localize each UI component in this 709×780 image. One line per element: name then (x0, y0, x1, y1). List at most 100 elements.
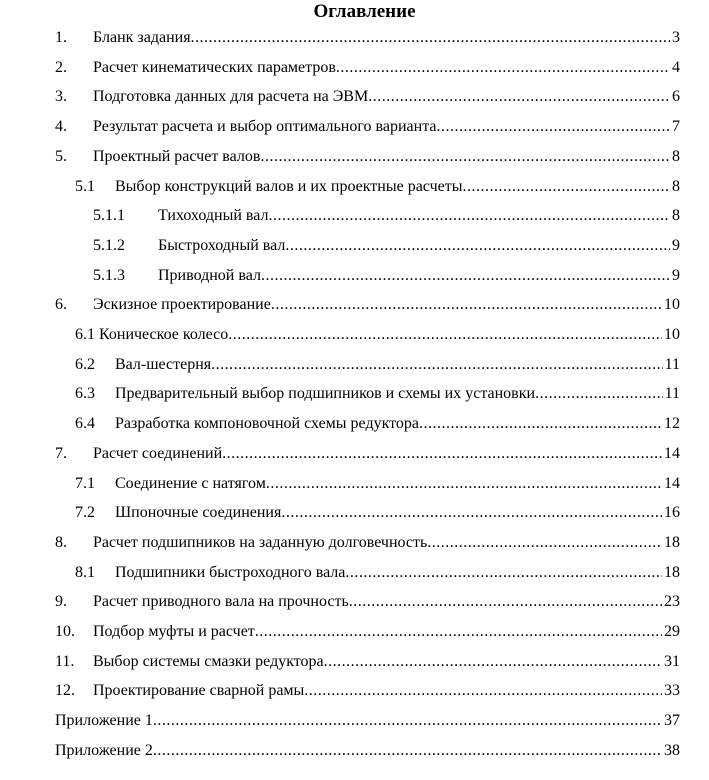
toc-entry-title: Проектирование сварной рамы (93, 682, 305, 700)
toc-entry-title: Выбор конструкций валов и их проектные р… (115, 177, 463, 195)
toc-entry-number: 6. (55, 296, 67, 314)
toc-entry-title: Бланк задания (93, 29, 191, 46)
toc-entry[interactable]: Приложение 1 37 (55, 711, 680, 731)
toc-entry[interactable]: 6.1 Коническое колесо 10 (75, 325, 680, 345)
toc-entry[interactable]: 5.1 Выбор конструкций валов и их проектны… (75, 177, 680, 197)
toc-entry-title: Расчет кинематических параметров (93, 58, 336, 76)
toc-entry[interactable]: 8. Расчет подшипников на заданную долгове… (55, 533, 680, 553)
toc-entry-title: Подбор муфты и расчет (93, 623, 255, 640)
toc-entry[interactable]: 10. Подбор муфты и расчет 29 (55, 622, 680, 642)
toc-entry-number: 8. (55, 533, 67, 551)
toc-entry-title: Выбор системы смазки редуктора (93, 652, 324, 670)
toc-entry-title: 6.1 Коническое колесо (75, 326, 229, 343)
toc-entry-page: 9 (672, 236, 680, 254)
toc-entry-page: 8 (672, 207, 680, 225)
toc-entry-number: 6.2 (75, 355, 95, 373)
toc-entry[interactable]: 8.1 Подшипники быстроходного вала 18 (75, 563, 680, 583)
toc-entry-title: Шпоночные соединения (115, 504, 282, 522)
dot-leader (260, 147, 670, 167)
toc-entry-page: 18 (664, 533, 680, 551)
toc-entry[interactable]: 2. Расчет кинематических параметров 4 (55, 58, 680, 78)
toc-entry-number: 5.1 (75, 177, 95, 195)
toc-entry-title: Эскизное проектирование (93, 296, 271, 314)
toc-entry[interactable]: 9. Расчет приводного вала на прочность 23 (55, 592, 680, 612)
dot-leader (153, 741, 662, 761)
dot-leader (271, 295, 662, 315)
toc-entry-number: 7. (55, 444, 67, 462)
toc-entry[interactable]: 6.4 Разработка компоновочной схемы редукт… (75, 414, 680, 434)
dot-leader (191, 28, 670, 48)
toc-entry[interactable]: 7. Расчет соединений 14 (55, 444, 680, 464)
dot-leader (345, 563, 662, 583)
toc-entry[interactable]: 6.3 Предварительный выбор подшипников и с… (75, 384, 680, 404)
dot-leader (336, 58, 670, 78)
toc-entry-page: 33 (664, 682, 680, 700)
toc-title: Оглавление (313, 1, 416, 22)
toc-entry-page: 4 (672, 58, 680, 76)
dot-leader (266, 474, 662, 494)
toc-entry-number: 10. (55, 623, 75, 640)
toc-entry-page: 6 (672, 88, 680, 106)
toc-entry-title: Приложение 2 (55, 741, 153, 759)
toc-entry-page: 10 (664, 296, 680, 314)
toc-entry-number: 2. (55, 58, 67, 76)
dot-leader (349, 592, 662, 612)
toc-entry[interactable]: 1. Бланк задания 3 (55, 28, 680, 48)
toc-entry-title: Тихоходный вал (158, 207, 269, 225)
toc-entry-title: Результат расчета и выбор оптимального в… (93, 118, 437, 136)
dot-leader (419, 414, 662, 434)
toc-entry-title: Вал-шестерня (115, 355, 212, 373)
toc-entry-number: 1. (55, 29, 67, 46)
toc-entry-number: 3. (55, 88, 67, 106)
toc-entry-title: Подшипники быстроходного вала (115, 563, 346, 581)
dot-leader (153, 711, 662, 731)
toc-entry-page: 12 (664, 415, 680, 433)
toc-entry-title: Приводной вал (158, 266, 261, 284)
toc-entry[interactable]: 7.1 Соединение с натягом 14 (75, 474, 680, 494)
toc-entry-title: Расчет подшипников на заданную долговечн… (93, 533, 428, 551)
toc-entry-page: 29 (664, 623, 680, 640)
dot-leader (535, 384, 663, 404)
toc-entry-page: 7 (672, 118, 680, 136)
toc-entry[interactable]: 3. Подготовка данных для расчета на ЭВМ 6 (55, 87, 680, 107)
toc-entry-page: 10 (664, 326, 680, 343)
toc-entry[interactable]: Приложение 2 38 (55, 741, 680, 761)
toc-entry-title: Предварительный выбор подшипников и схем… (115, 385, 536, 403)
toc-entry-number: 8.1 (75, 563, 95, 581)
dot-leader (368, 87, 670, 107)
toc-entry-title: Разработка компоновочной схемы редуктора (115, 415, 420, 433)
toc-entry-number: 5. (55, 147, 67, 165)
toc-entry-page: 38 (664, 741, 680, 759)
toc-entry-title: Соединение с натягом (115, 474, 266, 492)
toc-entry[interactable]: 5.1.2 Быстроходный вал 9 (93, 236, 680, 256)
toc-entry-page: 9 (672, 266, 680, 284)
toc-entry[interactable]: 6. Эскизное проектирование 10 (55, 295, 680, 315)
toc-entry-page: 11 (664, 385, 680, 403)
dot-leader (427, 533, 662, 553)
toc-entry[interactable]: 7.2 Шпоночные соединения 16 (75, 503, 680, 523)
toc-entry-title: Расчет приводного вала на прочность (93, 593, 349, 611)
toc-entry-page: 11 (664, 355, 680, 373)
toc-entry-number: 9. (55, 593, 67, 611)
dot-leader (261, 266, 670, 286)
toc-entry[interactable]: 5. Проектный расчет валов 8 (55, 147, 680, 167)
toc-entry-page: 14 (664, 444, 680, 462)
toc-entry-number: 5.1.1 (93, 207, 125, 225)
toc-entry-title: Быстроходный вал (158, 236, 286, 254)
toc-entry-title: Приложение 1 (55, 712, 153, 730)
toc-entry[interactable]: 11. Выбор системы смазки редуктора 31 (55, 652, 680, 672)
toc-entry-page: 16 (664, 504, 680, 522)
toc-entry[interactable]: 6.2 Вал-шестерня 11 (75, 355, 680, 375)
toc-entry-page: 31 (664, 652, 680, 670)
toc-entry[interactable]: 4. Результат расчета и выбор оптимального… (55, 117, 680, 137)
toc-entry[interactable]: 12. Проектирование сварной рамы 33 (55, 681, 680, 701)
dot-leader (255, 622, 662, 642)
dot-leader (324, 652, 662, 672)
toc-entry-number: 7.1 (75, 474, 95, 492)
dot-leader (304, 681, 662, 701)
toc-entry[interactable]: 5.1.3 Приводной вал 9 (93, 266, 680, 286)
toc-entry-number: 12. (55, 682, 75, 700)
dot-leader (268, 206, 670, 226)
toc-entry[interactable]: 5.1.1 Тихоходный вал 8 (93, 206, 680, 226)
toc-entry-page: 3 (672, 29, 680, 46)
